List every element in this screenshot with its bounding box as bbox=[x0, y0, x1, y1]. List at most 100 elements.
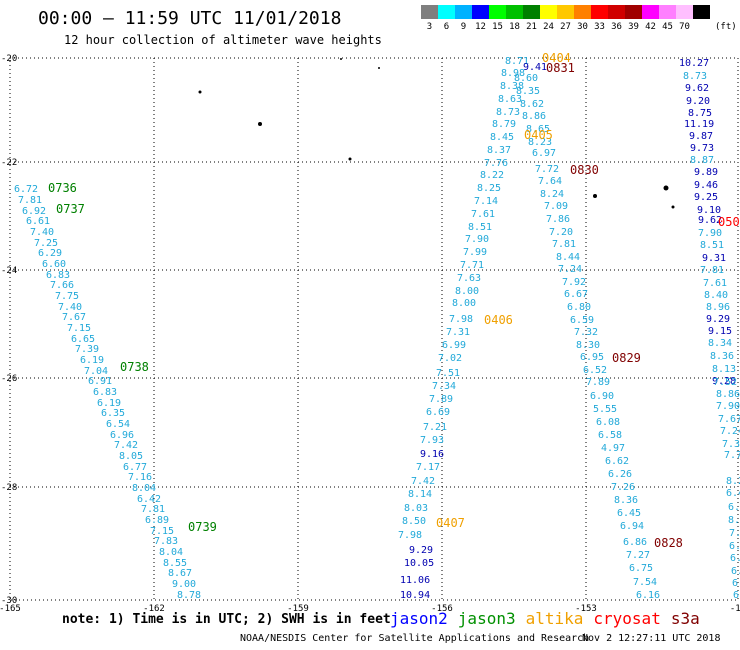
wave-height-value: 8.35 bbox=[516, 86, 540, 97]
wave-height-value: 6.52 bbox=[583, 365, 607, 376]
wave-height-value: 6.75 bbox=[629, 563, 653, 574]
island-shape bbox=[258, 122, 262, 126]
legend-swatch bbox=[642, 5, 659, 19]
wave-height-value: 7.81 bbox=[18, 195, 42, 206]
wave-height-value: 8.38 bbox=[500, 81, 524, 92]
wave-height-value: 6.54 bbox=[106, 419, 130, 430]
wave-height-value: 8.65 bbox=[526, 124, 550, 135]
wave-height-value: 9.25 bbox=[694, 192, 718, 203]
wave-height-value: 7.40 bbox=[30, 227, 54, 238]
wave-height-value: 7.42 bbox=[411, 476, 435, 487]
legend-swatch-label: 70 bbox=[679, 22, 690, 32]
wave-height-value: 7.20 bbox=[549, 227, 573, 238]
wave-height-value: 8.26 bbox=[726, 476, 740, 487]
map-grid bbox=[10, 58, 738, 600]
wave-height-value: 6.19 bbox=[97, 398, 121, 409]
wave-height-value: 6.77 bbox=[123, 462, 147, 473]
wave-height-value: 6.08 bbox=[596, 417, 620, 428]
wave-height-value: 9.73 bbox=[690, 143, 714, 154]
wave-height-value: 7.75 bbox=[55, 291, 79, 302]
wave-height-value: 6.90 bbox=[590, 391, 614, 402]
wave-height-value: 7.16 bbox=[128, 472, 152, 483]
pass-label: 0407 bbox=[436, 516, 465, 530]
wave-height-value: 6.3 bbox=[733, 590, 740, 601]
wave-height-value: 7.71 bbox=[460, 260, 484, 271]
wave-height-value: 7.42 bbox=[114, 440, 138, 451]
pass-label: 0829 bbox=[612, 351, 641, 365]
wave-height-value: 8.30 bbox=[576, 340, 600, 351]
wave-height-value: 6.02 bbox=[729, 541, 740, 552]
wave-height-value: 9.41 bbox=[523, 62, 547, 73]
wave-height-value: 7.21 bbox=[423, 422, 447, 433]
wave-height-value: 7.61 bbox=[471, 209, 495, 220]
wave-height-value: 8.51 bbox=[468, 222, 492, 233]
wave-height-value: 8.44 bbox=[556, 252, 580, 263]
satellite-legend-item: jason3 bbox=[457, 609, 516, 628]
legend-swatch-label: 30 bbox=[577, 22, 588, 32]
wave-height-value: 7.73 bbox=[724, 450, 740, 461]
wave-height-value: 8.36 bbox=[710, 351, 734, 362]
longitude-tick-label: -153 bbox=[575, 604, 597, 614]
wave-height-value: 8.71 bbox=[505, 56, 529, 67]
longitude-tick-label: -162 bbox=[143, 604, 165, 614]
legend-swatch-label: 12 bbox=[475, 22, 486, 32]
wave-height-value: 6.75 bbox=[731, 566, 740, 577]
wave-height-value: 7.26 bbox=[611, 482, 635, 493]
wave-height-value: 4.97 bbox=[601, 443, 625, 454]
satellite-legend-item: jason2 bbox=[390, 609, 448, 628]
wave-height-value: 7.17 bbox=[416, 462, 440, 473]
wave-height-value: 6.35 bbox=[101, 408, 125, 419]
wave-height-value: 6.26 bbox=[608, 469, 632, 480]
wave-height-value: 7.66 bbox=[50, 280, 74, 291]
longitude-tick-label: -159 bbox=[287, 604, 309, 614]
wave-height-value: 10.05 bbox=[404, 558, 434, 569]
wave-height-value: 8.04 bbox=[132, 483, 156, 494]
satellite-legend: jason2 jason3 altika cryosat s3a bbox=[390, 609, 710, 628]
wave-height-value: 7.90 bbox=[716, 401, 740, 412]
wave-height-value: 7.09 bbox=[544, 201, 568, 212]
wave-height-value: 7.81 bbox=[700, 265, 724, 276]
pass-label: 0737 bbox=[56, 202, 85, 216]
wave-height-value: 6.92 bbox=[22, 206, 46, 217]
wave-height-value: 6.59 bbox=[570, 315, 594, 326]
wave-height-value: 6.60 bbox=[42, 259, 66, 270]
wave-height-value: 8.24 bbox=[540, 189, 564, 200]
longitude-tick-label: -15 bbox=[730, 604, 740, 614]
wave-height-value: 9.62 bbox=[698, 215, 722, 226]
footer-timestamp: Nov 2 12:27:11 UTC 2018 bbox=[582, 633, 721, 644]
wave-height-value: 10.27 bbox=[679, 58, 709, 69]
latitude-tick-label: -28 bbox=[1, 483, 17, 493]
wave-height-value: 7.24 bbox=[720, 426, 740, 437]
legend-swatch-label: 15 bbox=[492, 22, 503, 32]
wave-height-value: 9.31 bbox=[702, 253, 726, 264]
wave-height-value: 8.05 bbox=[119, 451, 143, 462]
legend-swatch bbox=[421, 5, 438, 19]
wave-height-value: 7.98 bbox=[449, 314, 473, 325]
wave-height-value: 9.20 bbox=[686, 96, 710, 107]
wave-height-value: 6.83 bbox=[93, 387, 117, 398]
wave-height-value: 6.89 bbox=[145, 515, 169, 526]
wave-height-value: 7.32 bbox=[574, 327, 598, 338]
wave-height-value: 8.73 bbox=[683, 71, 707, 82]
pass-label: 0831 bbox=[546, 61, 575, 75]
legend-swatch bbox=[438, 5, 455, 19]
wave-height-value: 8.85 bbox=[728, 515, 740, 526]
legend-swatch-label: 42 bbox=[645, 22, 656, 32]
wave-height-value: 8.86 bbox=[522, 111, 546, 122]
wave-height-value: 7.64 bbox=[538, 176, 562, 187]
wave-height-value: 8.87 bbox=[690, 155, 714, 166]
wave-height-value: 6.65 bbox=[71, 334, 95, 345]
pass-label: 0830 bbox=[570, 163, 599, 177]
wave-height-value: 6.80 bbox=[567, 302, 591, 313]
wave-height-value: 7.99 bbox=[463, 247, 487, 258]
wave-height-value: 11.06 bbox=[400, 575, 430, 586]
wave-height-value: 8.50 bbox=[402, 516, 426, 527]
legend-swatch bbox=[472, 5, 489, 19]
wave-height-value: 7.67 bbox=[718, 414, 740, 425]
legend-swatch bbox=[455, 5, 472, 19]
legend-swatch-label: 33 bbox=[594, 22, 605, 32]
wave-height-value: 9.10 bbox=[697, 205, 721, 216]
legend-swatch-label: 36 bbox=[611, 22, 622, 32]
wave-height-value: 9.29 bbox=[409, 545, 433, 556]
wave-height-value: 8.04 bbox=[159, 547, 183, 558]
